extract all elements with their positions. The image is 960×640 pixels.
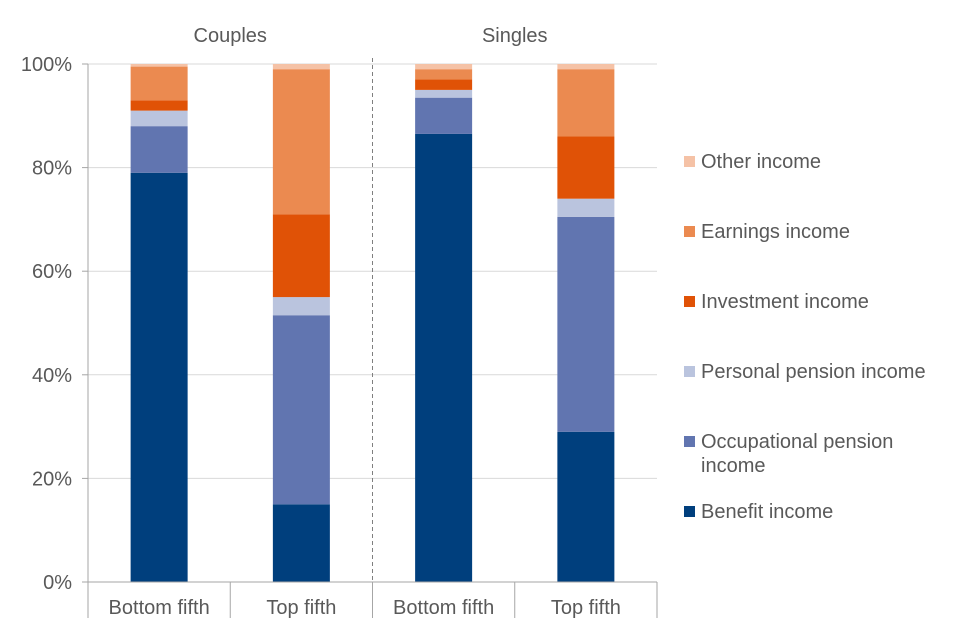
bar-segment bbox=[272, 297, 330, 316]
legend-label: Personal pension income bbox=[701, 361, 926, 383]
bar-segment bbox=[557, 136, 615, 199]
x-tick-label: Bottom fifth bbox=[393, 597, 494, 619]
legend-label: Earnings income bbox=[701, 221, 850, 243]
bar-segment bbox=[415, 79, 473, 90]
legend-item: Investment income bbox=[684, 290, 951, 314]
bar-segment bbox=[130, 172, 188, 582]
bar-segment bbox=[415, 69, 473, 80]
bar-segment bbox=[557, 64, 615, 70]
bar-segment bbox=[415, 97, 473, 134]
bar-segment bbox=[130, 126, 188, 173]
legend-swatch bbox=[684, 506, 695, 517]
bar-segment bbox=[130, 110, 188, 127]
legend-label: Benefit income bbox=[701, 501, 834, 523]
bar-segment bbox=[557, 216, 615, 432]
axes bbox=[82, 58, 658, 618]
legend-item: Personal pension income bbox=[684, 360, 951, 384]
legend-item: Benefit income bbox=[684, 500, 951, 524]
bar-segment bbox=[130, 64, 188, 67]
bar-segment bbox=[272, 504, 330, 582]
legend-item: Occupational pension income bbox=[684, 430, 951, 478]
legend-swatch bbox=[684, 296, 695, 307]
bar-segment bbox=[557, 198, 615, 217]
bar-segment bbox=[130, 66, 188, 101]
legend-item: Other income bbox=[684, 150, 951, 174]
y-tick-label: 20% bbox=[32, 468, 72, 490]
bars bbox=[130, 64, 615, 582]
y-tick-label: 80% bbox=[32, 158, 72, 180]
legend-swatch bbox=[684, 366, 695, 377]
legend-label: Other income bbox=[701, 151, 822, 173]
bar-segment bbox=[415, 64, 473, 70]
bar-segment bbox=[272, 69, 330, 215]
bar-segment bbox=[415, 89, 473, 98]
legend-swatch bbox=[684, 226, 695, 237]
bar-segment bbox=[415, 133, 473, 582]
y-tick-label: 0% bbox=[43, 572, 72, 594]
x-tick-label: Top fifth bbox=[266, 597, 336, 619]
x-tick-label: Top fifth bbox=[551, 597, 621, 619]
y-tick-label: 40% bbox=[32, 365, 72, 387]
bar-segment bbox=[557, 431, 615, 582]
x-tick-label: Bottom fifth bbox=[109, 597, 210, 619]
group-title: Singles bbox=[482, 25, 548, 47]
axis-labels: 0% 20% 40% 60% 80% 100% Couples Bottom fifth Top… bbox=[21, 25, 621, 619]
legend-swatch bbox=[684, 436, 695, 447]
legend-swatch bbox=[684, 156, 695, 167]
legend-item: Earnings income bbox=[684, 220, 951, 244]
bar-segment bbox=[130, 100, 188, 111]
legend-label: Investment income bbox=[701, 291, 869, 313]
bar-segment bbox=[272, 315, 330, 505]
group-title: Couples bbox=[194, 25, 267, 47]
bar-segment bbox=[272, 214, 330, 298]
bar-segment bbox=[272, 64, 330, 70]
y-tick-label: 100% bbox=[21, 54, 72, 76]
legend-label: Occupational pension income bbox=[701, 431, 894, 477]
bar-segment bbox=[557, 69, 615, 137]
y-tick-label: 60% bbox=[32, 261, 72, 283]
